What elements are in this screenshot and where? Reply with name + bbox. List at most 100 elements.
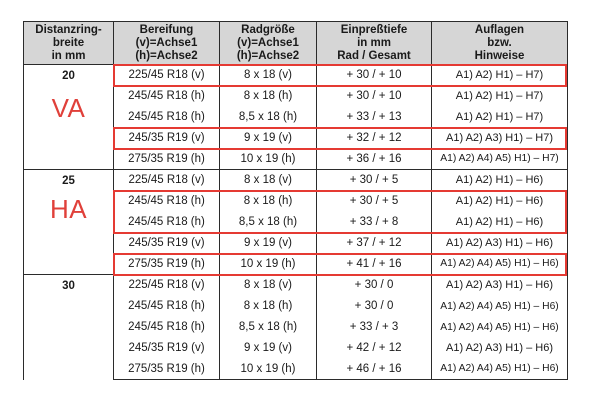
notes-cell: A1) A2) A3) H1) – H6) xyxy=(431,274,568,296)
notes-cell: A1) A2) A4) A5) H1) – H6) xyxy=(431,295,568,317)
ring-width-cell: 20 VA xyxy=(23,64,114,170)
tire-cell: 245/45 R18 (h) xyxy=(113,316,220,338)
offset-cell: + 30 / + 5 xyxy=(316,169,432,191)
table-row: 245/45 R18 (h) 8 x 18 (h) + 30 / + 5 A1)… xyxy=(24,190,568,212)
notes-cell: A1) A2) A3) H1) – H6) xyxy=(431,232,568,254)
spec-sheet: Distanzring- breite in mm Bereifung (v)=… xyxy=(23,21,568,402)
table-row: 20 VA 225/45 R18 (v) 8 x 18 (v) + 30 / +… xyxy=(23,64,568,170)
notes-cell: A1) A2) H1) – H7) xyxy=(431,106,568,128)
notes-cell: A1) A2) A4) A5) H1) – H6) xyxy=(431,358,568,380)
spacer-fitment-table: Distanzring- breite in mm Bereifung (v)=… xyxy=(23,21,568,380)
wheel-size-cell: 9 x 19 (v) xyxy=(219,232,317,254)
ring-width-value: 30 xyxy=(62,280,75,292)
offset-cell: + 32 / + 12 xyxy=(316,127,432,149)
header-line: Einpreßtiefe xyxy=(340,23,408,36)
table-row: 245/35 R19 (v) 9 x 19 (v) + 37 / + 12 A1… xyxy=(24,232,568,254)
offset-cell: + 30 / 0 xyxy=(316,295,432,317)
wheel-size-cell: 8 x 18 (v) xyxy=(219,274,317,296)
offset-cell: + 42 / + 12 xyxy=(316,337,432,359)
ring-width-value: 20 xyxy=(62,70,75,82)
notes-cell: A1) A2) H1) – H7) xyxy=(431,85,568,107)
table-row: 25 HA 225/45 R18 (v) 8 x 18 (v) + 30 / +… xyxy=(23,169,568,275)
offset-cell: + 46 / + 16 xyxy=(316,358,432,380)
header-line: Radgröße xyxy=(241,23,295,36)
header-line: bzw. xyxy=(487,36,512,49)
tire-cell: 245/45 R18 (h) xyxy=(113,85,220,107)
tire-cell: 225/45 R18 (v) xyxy=(113,64,220,86)
header-tires: Bereifung (v)=Achse1 (h)=Achse2 xyxy=(113,21,220,65)
wheel-size-cell: 8,5 x 18 (h) xyxy=(219,106,317,128)
table-row: 245/45 R18 (h) 8 x 18 (h) + 30 / 0 A1) A… xyxy=(24,295,568,317)
table-row: 275/35 R19 (h) 10 x 19 (h) + 36 / + 16 A… xyxy=(24,148,568,170)
notes-cell: A1) A2) A3) H1) – H7) xyxy=(431,127,568,149)
offset-cell: + 33 / + 8 xyxy=(316,211,432,233)
tire-cell: 225/45 R18 (v) xyxy=(113,274,220,296)
wheel-size-cell: 9 x 19 (v) xyxy=(219,127,317,149)
tire-cell: 245/35 R19 (v) xyxy=(113,232,220,254)
offset-cell: + 30 / 0 xyxy=(316,274,432,296)
notes-cell: A1) A2) H1) – H6) xyxy=(431,190,568,212)
offset-cell: + 30 / + 5 xyxy=(316,190,432,212)
offset-cell: + 37 / + 12 xyxy=(316,232,432,254)
table-row: 245/45 R18 (h) 8,5 x 18 (h) + 33 / + 13 … xyxy=(24,106,568,128)
tire-cell: 245/45 R18 (h) xyxy=(113,106,220,128)
ring-width-value: 25 xyxy=(62,175,75,187)
header-line: (h)=Achse2 xyxy=(236,49,300,62)
tire-cell: 225/45 R18 (v) xyxy=(113,169,220,191)
tire-cell: 275/35 R19 (h) xyxy=(113,253,220,275)
table-row: 275/35 R19 (h) 10 x 19 (h) + 41 / + 16 A… xyxy=(24,253,568,275)
table-row: 30 225/45 R18 (v) 8 x 18 (v) + 30 / 0 A1… xyxy=(23,274,568,380)
header-notes: Auflagen bzw. Hinweise xyxy=(431,21,568,65)
table-row: 245/45 R18 (h) 8,5 x 18 (h) + 33 / + 8 A… xyxy=(24,211,568,233)
offset-cell: + 30 / + 10 xyxy=(316,64,432,86)
wheel-size-cell: 8 x 18 (v) xyxy=(219,64,317,86)
header-line: in mm xyxy=(357,36,391,49)
header-offset: Einpreßtiefe in mm Rad / Gesamt xyxy=(316,21,432,65)
tire-cell: 245/35 R19 (v) xyxy=(113,337,220,359)
tire-cell: 245/45 R18 (h) xyxy=(113,211,220,233)
header-line: (h)=Achse2 xyxy=(135,49,198,62)
header-line: Distanzring- xyxy=(35,23,102,36)
offset-cell: + 41 / + 16 xyxy=(316,253,432,275)
header-line: Hinweise xyxy=(474,49,525,62)
notes-cell: A1) A2) A4) A5) H1) – H6) xyxy=(431,316,568,338)
wheel-size-cell: 8 x 18 (h) xyxy=(219,190,317,212)
wheel-size-cell: 8 x 18 (v) xyxy=(219,169,317,191)
wheel-size-cell: 9 x 19 (v) xyxy=(219,337,317,359)
offset-cell: + 36 / + 16 xyxy=(316,148,432,170)
axle-label-front: VA xyxy=(51,93,86,123)
wheel-size-cell: 8 x 18 (h) xyxy=(219,85,317,107)
header-line: Bereifung xyxy=(139,23,194,36)
table-row: 245/35 R19 (v) 9 x 19 (v) + 42 / + 12 A1… xyxy=(24,337,568,359)
notes-cell: A1) A2) A4) A5) H1) – H7) xyxy=(431,148,568,170)
tire-cell: 245/35 R19 (v) xyxy=(113,127,220,149)
header-wheel-size: Radgröße (v)=Achse1 (h)=Achse2 xyxy=(219,21,317,65)
tire-cell: 275/35 R19 (h) xyxy=(113,358,220,380)
offset-cell: + 33 / + 3 xyxy=(316,316,432,338)
tire-cell: 245/45 R18 (h) xyxy=(113,190,220,212)
notes-cell: A1) A2) A4) A5) H1) – H6) xyxy=(431,253,568,275)
wheel-size-cell: 8 x 18 (h) xyxy=(219,295,317,317)
notes-cell: A1) A2) H1) – H7) xyxy=(431,64,568,86)
header-line: (v)=Achse1 xyxy=(237,36,299,49)
tire-cell: 275/35 R19 (h) xyxy=(113,148,220,170)
notes-cell: A1) A2) H1) – H6) xyxy=(431,169,568,191)
notes-cell: A1) A2) H1) – H6) xyxy=(431,211,568,233)
ring-width-cell: 30 xyxy=(23,274,114,380)
header-line: in mm xyxy=(51,49,86,62)
offset-cell: + 30 / + 10 xyxy=(316,85,432,107)
table-row: 245/35 R19 (v) 9 x 19 (v) + 32 / + 12 A1… xyxy=(24,127,568,149)
table-row: 275/35 R19 (h) 10 x 19 (h) + 46 / + 16 A… xyxy=(24,358,568,380)
wheel-size-cell: 10 x 19 (h) xyxy=(219,148,317,170)
wheel-size-cell: 8,5 x 18 (h) xyxy=(219,316,317,338)
offset-cell: + 33 / + 13 xyxy=(316,106,432,128)
table-row: 245/45 R18 (h) 8,5 x 18 (h) + 33 / + 3 A… xyxy=(24,316,568,338)
wheel-size-cell: 10 x 19 (h) xyxy=(219,358,317,380)
table-row: 245/45 R18 (h) 8 x 18 (h) + 30 / + 10 A1… xyxy=(24,85,568,107)
ring-width-cell: 25 HA xyxy=(23,169,114,275)
header-line: (v)=Achse1 xyxy=(135,36,198,49)
notes-cell: A1) A2) A3) H1) – H6) xyxy=(431,337,568,359)
wheel-size-cell: 10 x 19 (h) xyxy=(219,253,317,275)
axle-label-rear: HA xyxy=(49,194,88,224)
wheel-size-cell: 8,5 x 18 (h) xyxy=(219,211,317,233)
